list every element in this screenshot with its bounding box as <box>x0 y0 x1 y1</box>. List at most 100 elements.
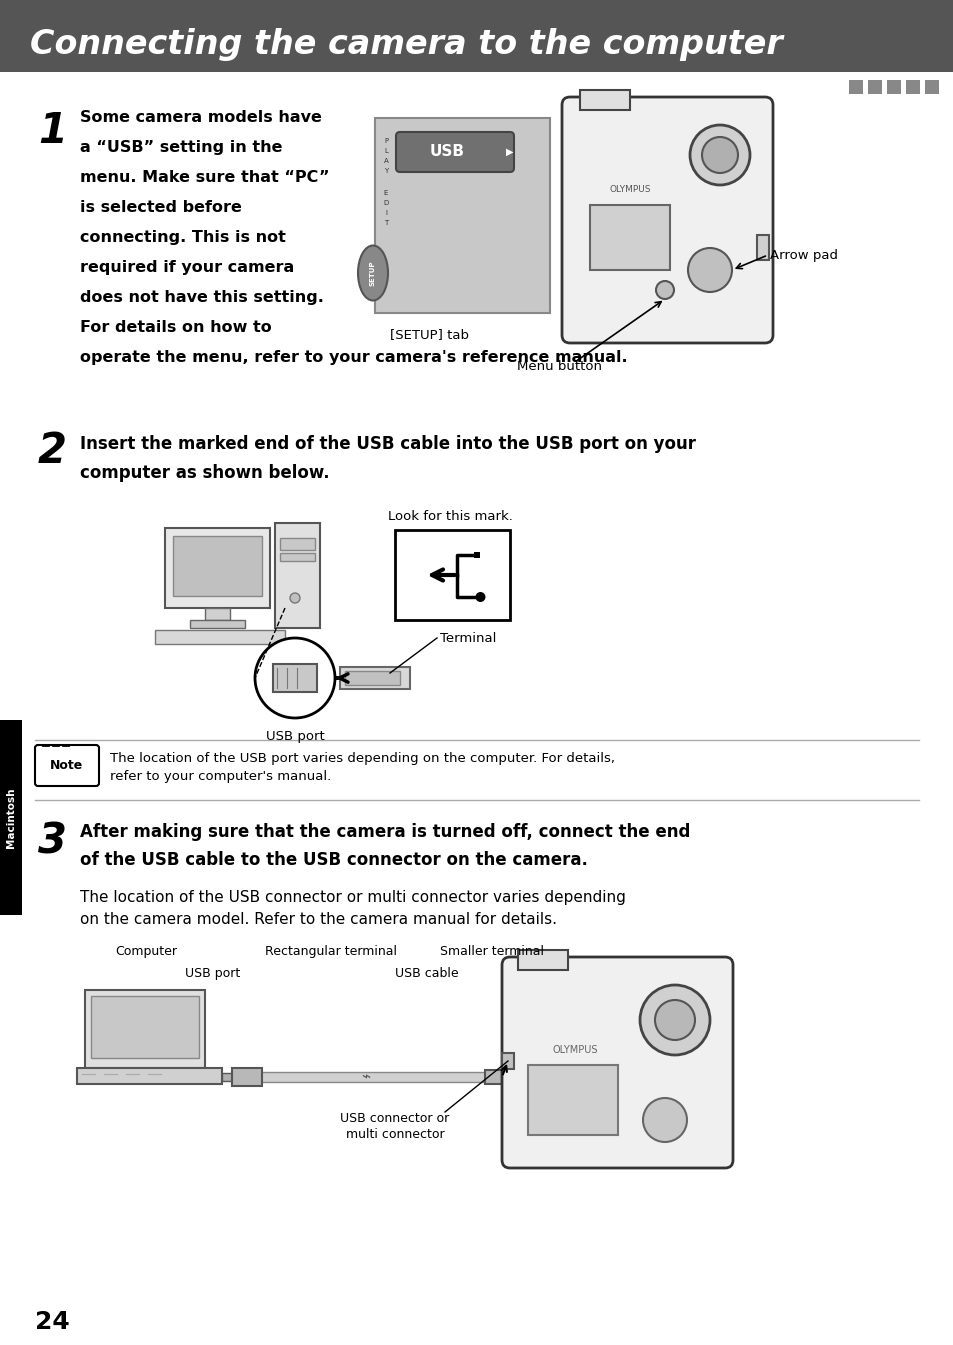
Text: [SETUP] tab: [SETUP] tab <box>390 328 469 342</box>
Circle shape <box>655 999 695 1040</box>
Bar <box>886 79 900 94</box>
Text: on the camera model. Refer to the camera manual for details.: on the camera model. Refer to the camera… <box>80 912 557 927</box>
Bar <box>589 204 669 270</box>
Bar <box>924 79 938 94</box>
Bar <box>77 1068 222 1084</box>
Bar <box>527 1065 618 1135</box>
Text: ⌁: ⌁ <box>361 1069 370 1084</box>
Text: P: P <box>383 139 388 144</box>
Bar <box>905 79 919 94</box>
Text: Terminal: Terminal <box>439 632 496 644</box>
Text: OLYMPUS: OLYMPUS <box>609 186 650 195</box>
Bar <box>345 671 399 685</box>
Bar <box>85 990 205 1068</box>
Bar <box>474 551 480 558</box>
Text: is selected before: is selected before <box>80 200 242 215</box>
Text: For details on how to: For details on how to <box>80 320 272 335</box>
Text: Insert the marked end of the USB cable into the USB port on your: Insert the marked end of the USB cable i… <box>80 434 696 453</box>
Text: A: A <box>383 157 388 164</box>
Text: USB port: USB port <box>185 967 240 981</box>
Text: USB connector or: USB connector or <box>340 1112 449 1124</box>
Text: T: T <box>383 221 388 226</box>
Text: Computer: Computer <box>115 946 177 958</box>
Text: required if your camera: required if your camera <box>80 260 294 274</box>
Circle shape <box>290 593 299 603</box>
Bar <box>395 530 510 620</box>
Text: Some camera models have: Some camera models have <box>80 110 321 125</box>
Text: of the USB cable to the USB connector on the camera.: of the USB cable to the USB connector on… <box>80 851 587 869</box>
FancyBboxPatch shape <box>35 745 99 785</box>
Bar <box>0 720 22 915</box>
Bar <box>0 0 953 73</box>
Text: connecting. This is not: connecting. This is not <box>80 230 286 245</box>
Text: D: D <box>383 200 388 206</box>
Bar <box>222 1073 232 1081</box>
Bar <box>339 667 410 689</box>
Text: a “USB” setting in the: a “USB” setting in the <box>80 140 282 155</box>
Text: Smaller terminal: Smaller terminal <box>439 946 543 958</box>
Text: Note: Note <box>51 759 84 772</box>
Circle shape <box>687 247 731 292</box>
Circle shape <box>475 592 485 603</box>
Circle shape <box>656 281 673 299</box>
Text: E: E <box>383 190 388 196</box>
Text: operate the menu, refer to your camera's reference manual.: operate the menu, refer to your camera's… <box>80 350 627 364</box>
Text: OLYMPUS: OLYMPUS <box>552 1045 598 1054</box>
FancyBboxPatch shape <box>501 958 732 1167</box>
Bar <box>280 538 314 550</box>
Text: Rectangular terminal: Rectangular terminal <box>265 946 396 958</box>
Text: 3: 3 <box>38 820 67 862</box>
Bar <box>232 1068 262 1085</box>
FancyBboxPatch shape <box>561 97 772 343</box>
Text: L: L <box>384 148 388 153</box>
Text: refer to your computer's manual.: refer to your computer's manual. <box>110 769 331 783</box>
Text: Menu button: Menu button <box>517 360 602 373</box>
Bar <box>579 90 629 110</box>
Text: multi connector: multi connector <box>345 1128 444 1141</box>
Bar <box>274 523 319 628</box>
Text: 2: 2 <box>38 430 67 472</box>
Text: Arrow pad: Arrow pad <box>769 249 837 261</box>
Bar <box>205 608 230 620</box>
Text: menu. Make sure that “PC”: menu. Make sure that “PC” <box>80 169 329 186</box>
Text: computer as shown below.: computer as shown below. <box>80 464 330 482</box>
Circle shape <box>689 125 749 186</box>
Bar <box>280 553 314 561</box>
FancyBboxPatch shape <box>395 132 514 172</box>
Bar <box>154 629 285 644</box>
Bar <box>848 79 862 94</box>
Text: ▶: ▶ <box>505 147 513 157</box>
Bar <box>190 620 245 628</box>
Circle shape <box>639 985 709 1054</box>
Bar <box>172 537 262 596</box>
Text: Macintosh: Macintosh <box>6 787 16 847</box>
Text: Connecting the camera to the computer: Connecting the camera to the computer <box>30 28 782 61</box>
Bar <box>757 235 768 260</box>
Bar <box>501 1053 514 1069</box>
Ellipse shape <box>357 246 388 300</box>
Text: Look for this mark.: Look for this mark. <box>387 510 512 523</box>
Text: 24: 24 <box>35 1310 70 1334</box>
Text: does not have this setting.: does not have this setting. <box>80 291 323 305</box>
Text: After making sure that the camera is turned off, connect the end: After making sure that the camera is tur… <box>80 823 690 841</box>
Text: Y: Y <box>383 168 388 174</box>
Bar <box>375 118 550 313</box>
Bar <box>867 79 882 94</box>
Text: USB port: USB port <box>265 730 324 742</box>
Text: USB: USB <box>429 144 464 160</box>
Text: SETUP: SETUP <box>370 260 375 285</box>
Text: USB cable: USB cable <box>395 967 458 981</box>
Text: I: I <box>385 210 387 217</box>
Circle shape <box>254 638 335 718</box>
Bar <box>484 1071 510 1084</box>
Text: The location of the USB port varies depending on the computer. For details,: The location of the USB port varies depe… <box>110 752 615 765</box>
Bar <box>273 664 316 691</box>
Circle shape <box>701 137 738 174</box>
Bar <box>232 1072 499 1081</box>
Circle shape <box>642 1098 686 1142</box>
Bar <box>517 950 567 970</box>
Text: 1: 1 <box>38 110 67 152</box>
Bar <box>91 997 199 1059</box>
Bar <box>165 529 270 608</box>
Text: The location of the USB connector or multi connector varies depending: The location of the USB connector or mul… <box>80 890 625 905</box>
